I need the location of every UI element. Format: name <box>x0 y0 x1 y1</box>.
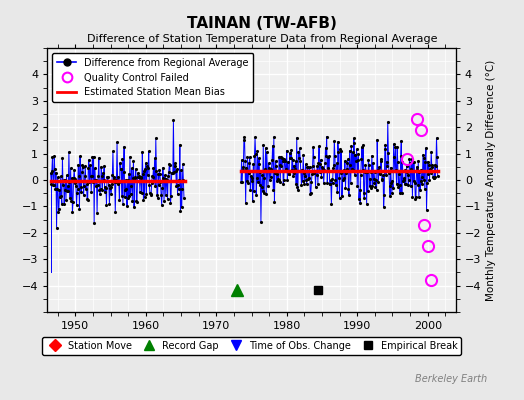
Y-axis label: Monthly Temperature Anomaly Difference (°C): Monthly Temperature Anomaly Difference (… <box>486 59 496 301</box>
Text: TAINAN (TW-AFB): TAINAN (TW-AFB) <box>187 16 337 31</box>
Text: Berkeley Earth: Berkeley Earth <box>415 374 487 384</box>
Legend: Station Move, Record Gap, Time of Obs. Change, Empirical Break: Station Move, Record Gap, Time of Obs. C… <box>41 337 462 355</box>
Text: Difference of Station Temperature Data from Regional Average: Difference of Station Temperature Data f… <box>87 34 437 44</box>
